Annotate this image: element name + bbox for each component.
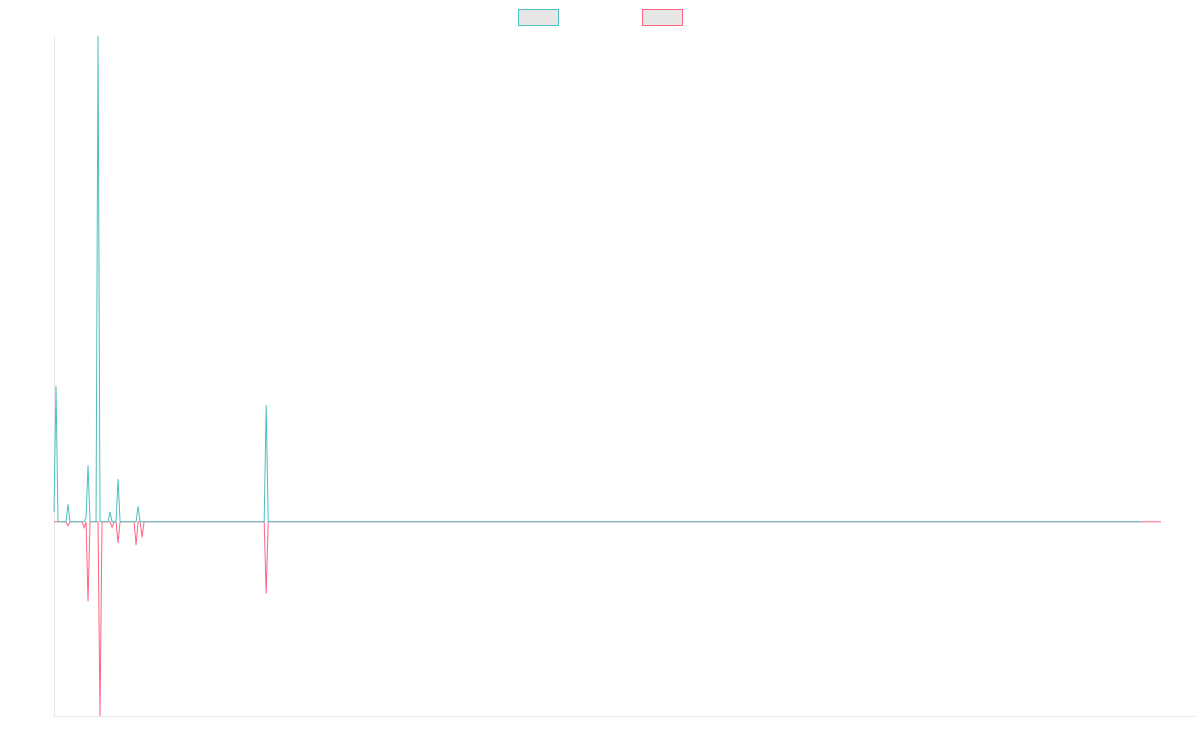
series-line-1[interactable] — [53, 35, 1141, 523]
legend-swatch-2[interactable] — [642, 9, 683, 26]
legend[interactable] — [518, 9, 683, 26]
series-group — [53, 35, 1161, 717]
series-line-2[interactable] — [54, 521, 1161, 717]
legend-swatch-1[interactable] — [518, 9, 559, 26]
